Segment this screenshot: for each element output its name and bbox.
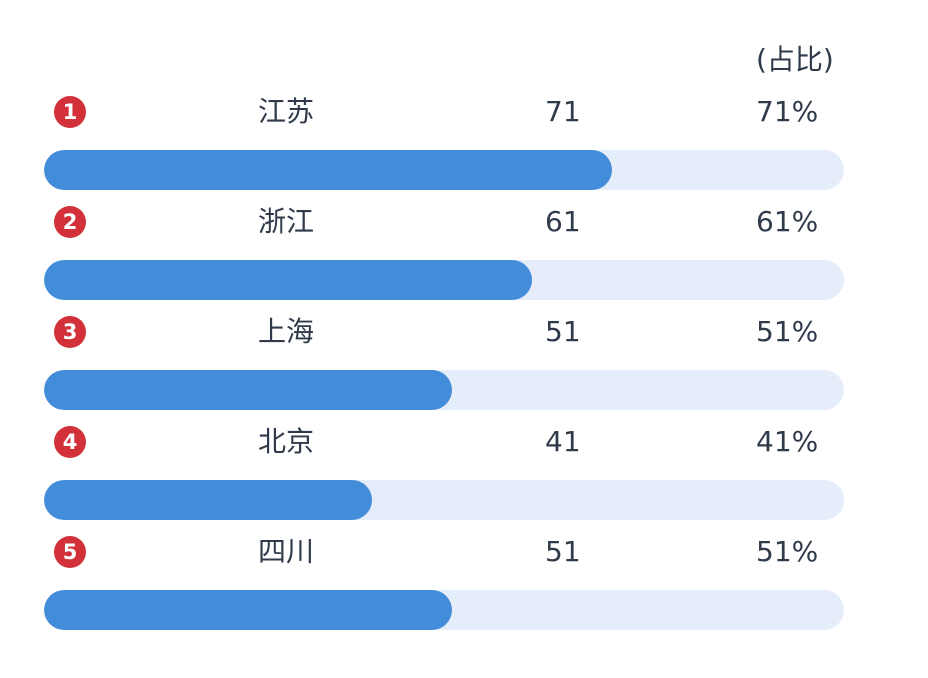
ranking-bar-chart: 1 江苏 71 71% 2 浙江 61 61% 3 上海 51 51% 4 北京 41 41% 5 四川 51 51%: [0, 90, 928, 650]
progress-fill: [44, 260, 532, 300]
region-percent: 71%: [756, 95, 819, 128]
region-percent: 51%: [756, 315, 819, 348]
region-name: 浙江: [258, 205, 315, 238]
rank-badge: 5: [54, 536, 86, 568]
progress-track: [44, 150, 844, 190]
rank-row: 2 浙江 61 61%: [0, 200, 928, 310]
region-name: 四川: [258, 535, 315, 568]
region-percent: 51%: [756, 535, 819, 568]
progress-track: [44, 480, 844, 520]
region-value: 61: [545, 205, 581, 238]
progress-fill: [44, 370, 452, 410]
region-name: 上海: [258, 315, 315, 348]
progress-fill: [44, 480, 372, 520]
rank-row: 1 江苏 71 71%: [0, 90, 928, 200]
region-percent: 61%: [756, 205, 819, 238]
rank-badge: 2: [54, 206, 86, 238]
region-value: 71: [545, 95, 581, 128]
rank-badge: 3: [54, 316, 86, 348]
region-name: 江苏: [258, 95, 315, 128]
progress-fill: [44, 590, 452, 630]
region-name: 北京: [258, 425, 315, 458]
rank-badge: 4: [54, 426, 86, 458]
rank-row: 5 四川 51 51%: [0, 530, 928, 640]
region-percent: 41%: [756, 425, 819, 458]
progress-track: [44, 260, 844, 300]
progress-track: [44, 590, 844, 630]
rank-row: 3 上海 51 51%: [0, 310, 928, 420]
region-value: 51: [545, 535, 581, 568]
region-value: 51: [545, 315, 581, 348]
rank-badge: 1: [54, 96, 86, 128]
progress-track: [44, 370, 844, 410]
progress-fill: [44, 150, 612, 190]
region-value: 41: [545, 425, 581, 458]
ratio-header: (占比): [756, 43, 834, 76]
rank-row: 4 北京 41 41%: [0, 420, 928, 530]
